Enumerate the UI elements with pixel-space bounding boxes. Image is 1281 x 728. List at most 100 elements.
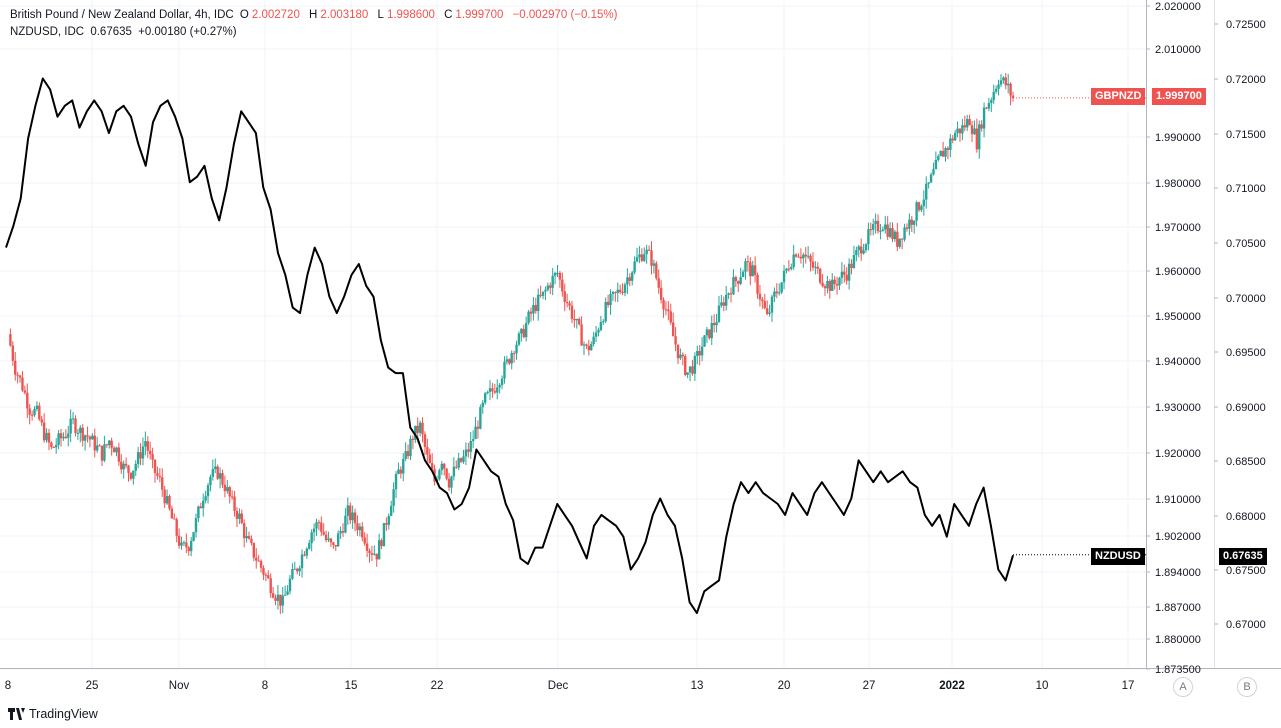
candle-body	[399, 469, 403, 474]
candle-body	[296, 568, 299, 572]
candle-body	[505, 359, 509, 362]
candle-body	[486, 391, 489, 394]
candle-body	[565, 301, 569, 304]
candle-body	[351, 512, 354, 521]
nzdusd-price-tag-value: 0.67635	[1219, 548, 1267, 565]
candle-body	[55, 444, 58, 448]
candle-body	[221, 473, 224, 485]
candle-body	[616, 289, 619, 293]
candle-body	[281, 595, 284, 606]
candle-body	[452, 466, 456, 477]
candle-body	[447, 478, 451, 488]
candle-body	[194, 518, 198, 533]
candle-body	[406, 451, 410, 457]
candle-body	[549, 285, 552, 288]
candle-body	[833, 279, 836, 284]
candle-body	[187, 547, 190, 552]
time-axis-tick-label: 2022	[939, 680, 965, 692]
candle-body	[269, 578, 272, 594]
candle-body	[409, 438, 412, 457]
candle-body	[158, 475, 162, 478]
candle-body	[42, 422, 46, 441]
candle-body	[814, 266, 817, 268]
candle-body	[978, 124, 981, 150]
candle-body	[202, 500, 205, 509]
candle-body	[11, 345, 15, 361]
candle-body	[148, 450, 152, 455]
candle-body	[671, 322, 675, 337]
right-axis-tick-label: 0.67000	[1226, 619, 1266, 631]
candle-body	[474, 426, 477, 440]
candle-body	[500, 378, 504, 385]
candle-body	[98, 445, 101, 447]
gbpnzd-price-tag-value: 1.999700	[1152, 88, 1206, 105]
candle-body	[623, 284, 627, 293]
candle-body	[423, 434, 427, 448]
scale-toggle-button[interactable]: B	[1237, 677, 1257, 697]
candle-body	[476, 426, 480, 429]
candle-body	[732, 277, 735, 295]
candle-body	[303, 554, 306, 556]
candle-body	[467, 449, 470, 452]
candle-body	[794, 254, 798, 257]
candle-body	[228, 487, 231, 497]
candle-body	[93, 435, 96, 451]
candle-body	[344, 515, 347, 533]
candle-body	[392, 489, 395, 506]
candle-body	[758, 293, 762, 300]
candle-body	[283, 594, 287, 596]
candle-body	[57, 433, 60, 445]
candle-body	[108, 440, 111, 446]
candle-body	[792, 254, 795, 268]
candle-body	[353, 512, 357, 524]
tradingview-brand[interactable]: TradingView	[8, 707, 98, 721]
candle-body	[862, 250, 865, 254]
candle-body	[426, 447, 429, 455]
high-value: H 2.003180	[309, 9, 369, 21]
nzdusd-price-tag-label: NZDUSD	[1091, 548, 1145, 565]
candle-body	[122, 463, 125, 470]
candle-body	[558, 272, 562, 280]
candle-body	[216, 466, 219, 479]
candle-body	[997, 84, 1000, 89]
candle-body	[23, 390, 27, 393]
candle-body	[380, 540, 383, 547]
left-axis-tick-label: 2.010000	[1155, 44, 1201, 56]
candle-body	[797, 256, 800, 258]
candle-body	[71, 418, 75, 420]
candle-body	[50, 442, 53, 448]
candle-body	[230, 496, 234, 498]
candle-body	[293, 568, 296, 570]
candle-body	[843, 271, 846, 275]
candle-body	[696, 351, 699, 356]
candle-body	[91, 435, 94, 440]
candle-body	[397, 469, 400, 475]
candle-body	[888, 228, 892, 237]
candle-body	[903, 227, 906, 240]
candle-body	[129, 472, 133, 479]
left-axis-tick-label: 1.950000	[1155, 311, 1201, 323]
candle-body	[291, 569, 294, 579]
candle-body	[373, 553, 376, 555]
candle-body	[151, 454, 154, 460]
candle-body	[387, 515, 390, 525]
candle-body	[493, 391, 497, 393]
candle-body	[139, 452, 142, 459]
candle-body	[334, 544, 337, 547]
candle-body	[252, 542, 256, 558]
right-axis-tick-label: 0.67500	[1226, 565, 1266, 577]
candle-body	[628, 277, 631, 281]
candle-body	[240, 513, 243, 524]
candle-body	[746, 261, 750, 263]
candle-body	[112, 447, 116, 453]
auto-scale-button[interactable]: A	[1173, 677, 1193, 697]
candle-body	[884, 224, 887, 230]
candle-body	[524, 323, 528, 338]
candle-body	[21, 377, 24, 391]
candle-body	[199, 506, 203, 509]
candle-body	[312, 528, 316, 533]
candle-body	[14, 360, 17, 375]
candle-body	[443, 463, 446, 469]
candle-body	[175, 519, 178, 536]
